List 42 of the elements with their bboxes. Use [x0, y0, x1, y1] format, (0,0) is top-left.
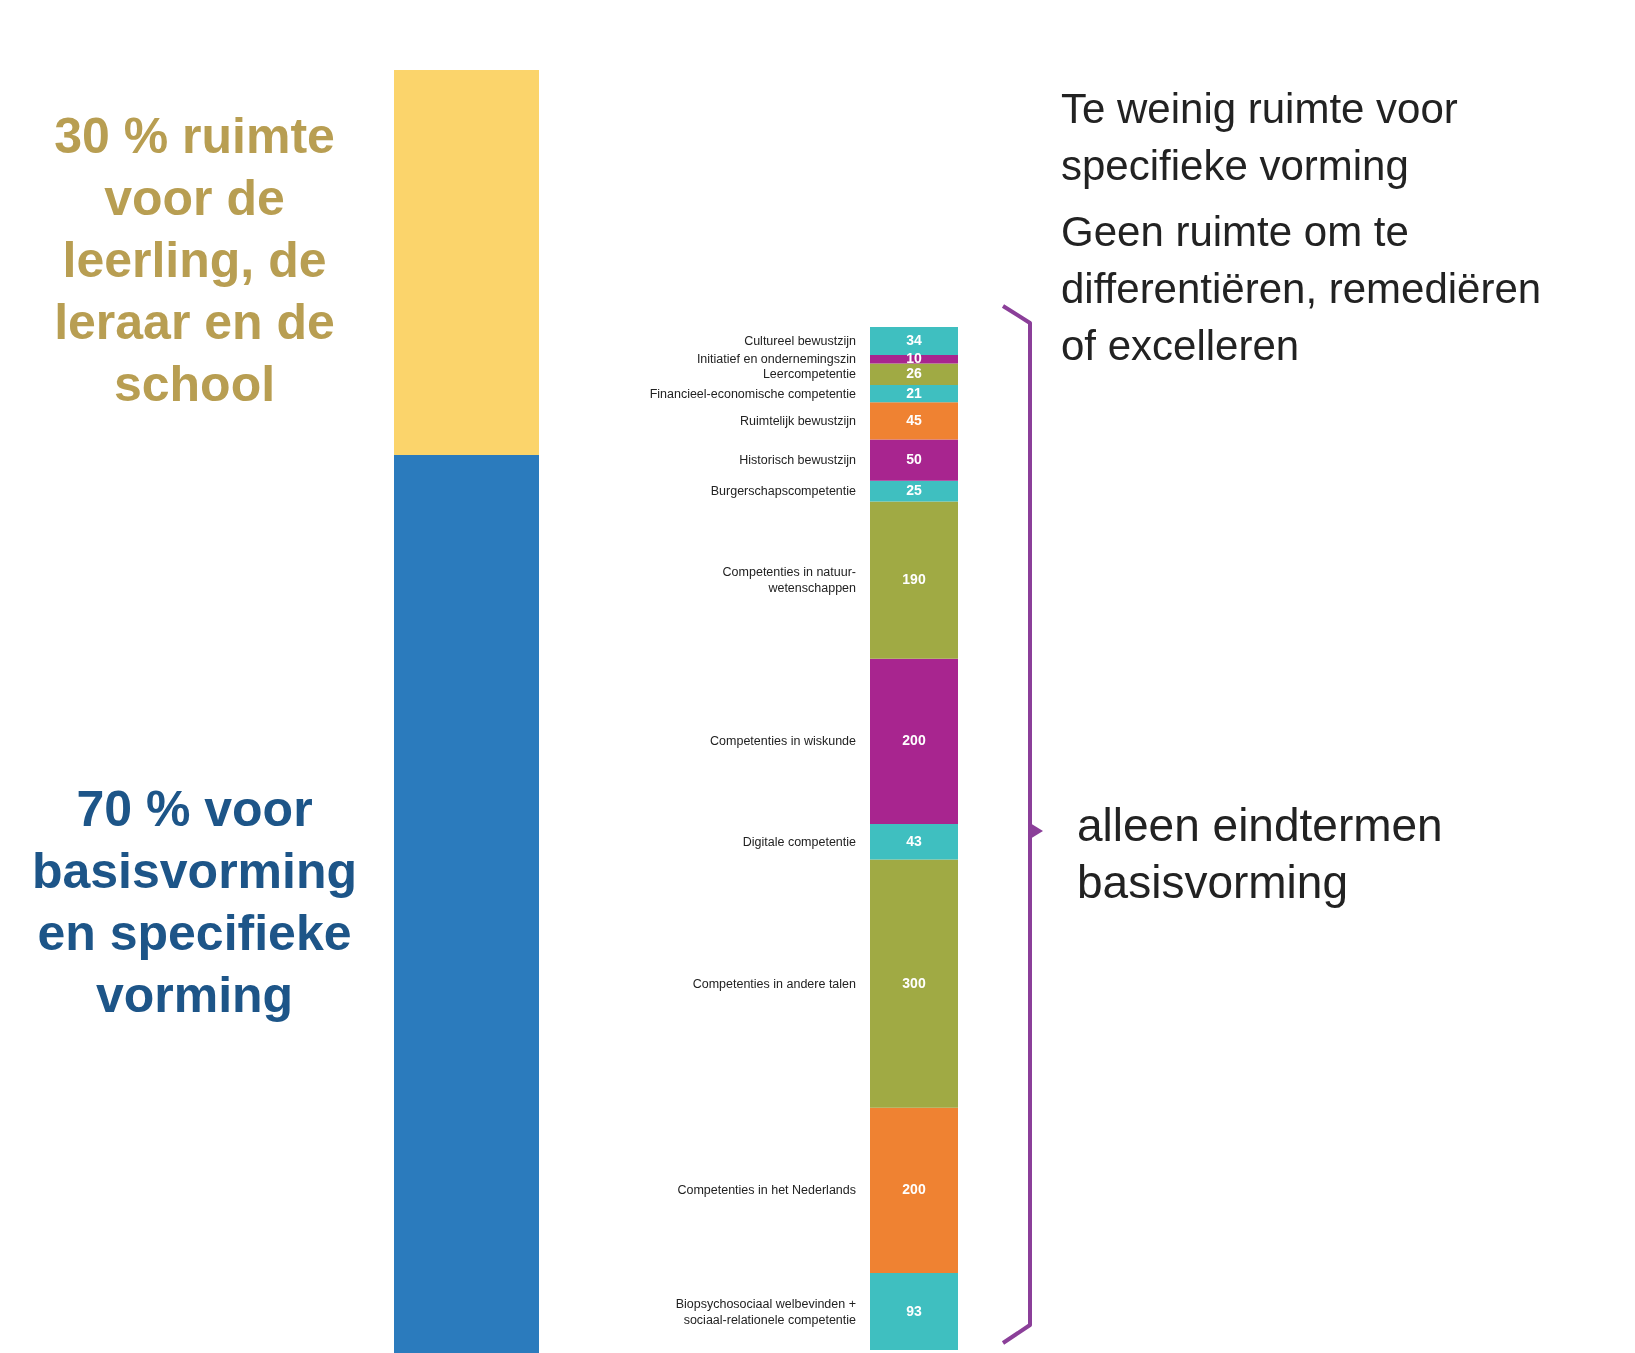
series-label: Competenties in andere talen: [692, 976, 857, 991]
series-label: Cultureel bewustzijn: [744, 334, 857, 349]
bar: [870, 1107, 958, 1274]
bar: [870, 402, 958, 440]
text: Geen ruimte om te differentiëren, remediëren of excelleren: [1061, 208, 1542, 369]
series-label: Competenties in wiskunde: [710, 734, 857, 749]
series-label: Historisch bewustzijn: [739, 453, 857, 468]
data-label: 43: [906, 832, 922, 849]
data-label: 26: [906, 365, 922, 382]
data-label: 200: [902, 1181, 926, 1198]
series-label: 70 % voor basisvorming en specifieke vorming: [31, 780, 358, 1023]
bar: [870, 480, 958, 502]
bar: [870, 859, 958, 1108]
bar: [870, 658, 958, 825]
series-label: Leercompetentie: [762, 367, 857, 382]
data-label: 50: [906, 451, 922, 468]
series-label: Burgerschapscompetentie: [710, 484, 857, 499]
data-label: 21: [906, 384, 922, 401]
series-label: 30 % ruimte voor de leerling, de leraar en de school: [54, 108, 335, 413]
bar: [870, 384, 958, 403]
bar: [870, 363, 958, 385]
data-label: 93: [906, 1302, 922, 1319]
data-label: 190: [902, 571, 926, 588]
bar: [870, 439, 958, 481]
series-label: Ruimtelijk bewustzijn: [739, 413, 857, 428]
data-label: 34: [906, 332, 922, 349]
series-label: Digitale competentie: [742, 834, 857, 849]
series-label: Financieel-economische competentie: [649, 386, 857, 401]
text: alleen eindtermen basisvorming: [1077, 799, 1443, 908]
bar: [870, 501, 958, 659]
data-label: 45: [906, 411, 922, 428]
series-label: Biopsychosociaal welbevinden + sociaal-relationele competentie: [675, 1296, 857, 1327]
data-label: 200: [902, 732, 926, 749]
series-label: Competenties in het Nederlands: [677, 1183, 856, 1198]
bar: [870, 1273, 958, 1350]
series-label: Initiatief en ondernemingszin: [696, 352, 857, 367]
bar: [870, 824, 958, 860]
series-label: Competenties in natuur-wetenschappen: [722, 565, 857, 596]
data-label: 10: [906, 350, 922, 367]
data-label: 300: [902, 974, 926, 991]
data-label: 25: [906, 482, 922, 499]
text: Te weinig ruimte voor specifieke vorming: [1061, 85, 1458, 189]
